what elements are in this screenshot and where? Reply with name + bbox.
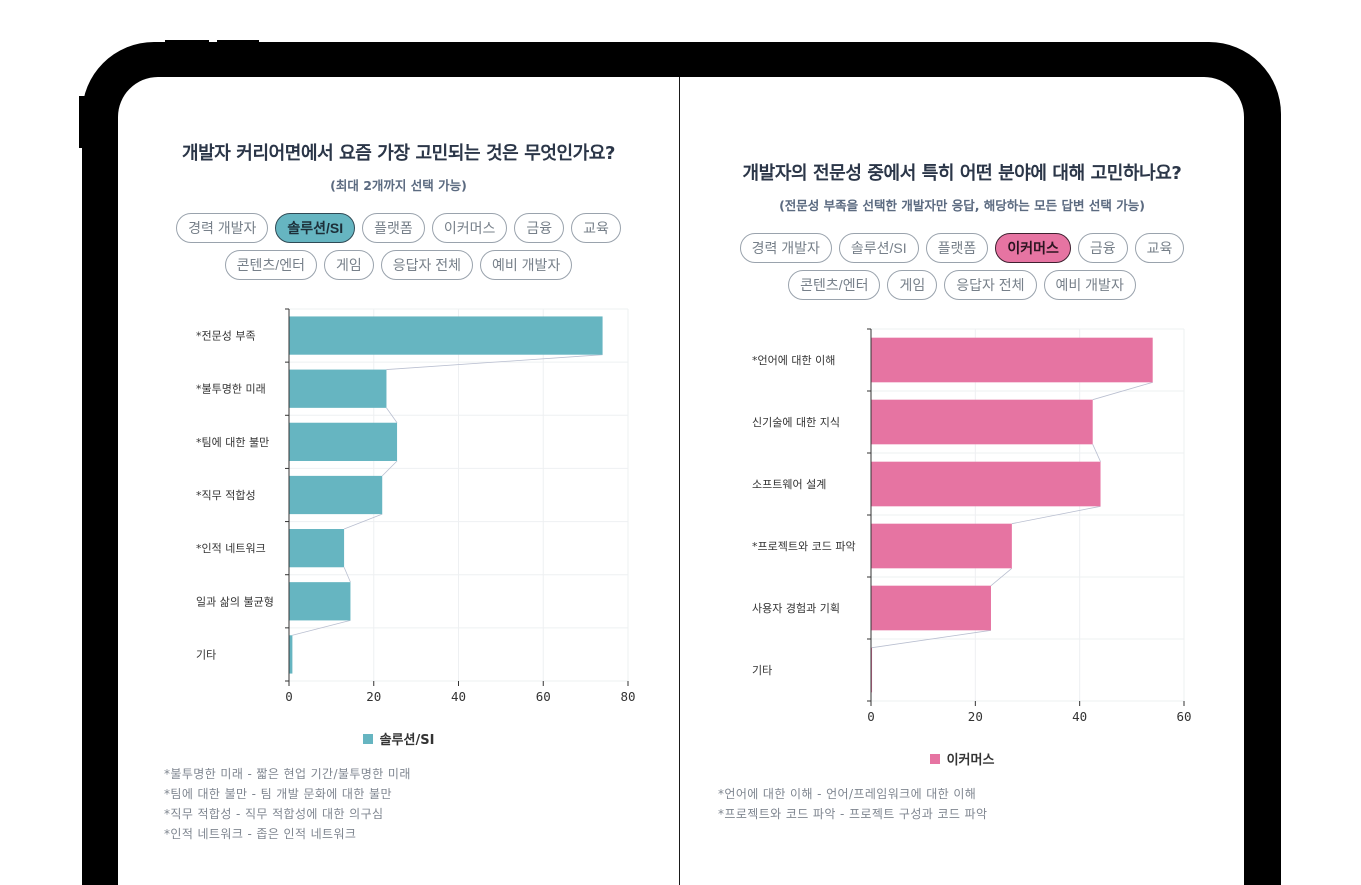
- filter-chip[interactable]: 응답자 전체: [380, 250, 474, 280]
- bar: [289, 422, 398, 461]
- legend-label: 솔루션/SI: [379, 733, 435, 748]
- filter-chip[interactable]: 예비 개발자: [1043, 270, 1136, 300]
- filter-chip[interactable]: 교육: [571, 213, 621, 243]
- y-tick-label: *직무 적합성: [196, 489, 256, 502]
- x-tick-label: 20: [968, 709, 983, 724]
- bar-connector: [343, 513, 383, 530]
- left-chart-subtitle: (최대 2개까지 선택 가능): [330, 178, 467, 193]
- y-tick-label: *팀에 대한 불만: [196, 436, 269, 449]
- filter-chip[interactable]: 응답자 전체: [944, 270, 1037, 300]
- filter-chip[interactable]: 경력 개발자: [739, 233, 832, 263]
- left-footnotes: *불투명한 미래 - 짧은 현업 기간/불투명한 미래 *팀에 대한 불만 - 팀…: [164, 764, 411, 844]
- legend-swatch: [362, 733, 373, 744]
- left-chart-title: 개발자 커리어면에서 요즘 가장 고민되는 것은 무엇인가요?: [181, 143, 616, 164]
- bar: [289, 529, 345, 568]
- bar: [871, 399, 1093, 445]
- bar: [871, 461, 1101, 507]
- filter-chip[interactable]: 경력 개발자: [176, 213, 269, 243]
- right-chart-title: 개발자의 전문성 중에서 특히 어떤 분야에 대해 고민하나요?: [742, 163, 1182, 184]
- filter-chip[interactable]: 게임: [323, 250, 374, 280]
- filter-chip[interactable]: 이커머스: [995, 233, 1071, 263]
- filter-chip[interactable]: 게임: [887, 270, 938, 300]
- footnote: *직무 적합성 - 직무 적합성에 대한 의구심: [164, 807, 384, 821]
- expertise-concern-panel: 개발자의 전문성 중에서 특히 어떤 분야에 대해 고민하나요? (전문성 부족…: [680, 77, 1244, 885]
- bar: [871, 585, 991, 631]
- footnote: *인적 네트워크 - 좁은 인적 네트워크: [164, 827, 357, 841]
- x-tick-label: 0: [867, 709, 875, 724]
- bar-connector: [990, 568, 1013, 586]
- x-tick-label: 40: [451, 689, 466, 704]
- device-screen: 개발자 커리어면에서 요즘 가장 고민되는 것은 무엇인가요? (최대 2개까지…: [118, 77, 1244, 885]
- filter-chip[interactable]: 플랫폼: [925, 233, 989, 263]
- bar: [289, 582, 351, 621]
- bar-connector: [386, 354, 603, 370]
- left-legend[interactable]: 솔루션/SI: [118, 729, 679, 748]
- bar-connector: [1092, 444, 1101, 462]
- bar-connector: [1092, 381, 1153, 401]
- filter-chip[interactable]: 콘텐츠/엔터: [788, 270, 881, 300]
- bar-connector: [292, 620, 351, 636]
- y-tick-label: *불투명한 미래: [196, 383, 266, 396]
- right-chart-subtitle: (전문성 부족을 선택한 개발자만 응답, 해당하는 모든 답변 선택 가능): [779, 198, 1145, 213]
- filter-chip[interactable]: 콘텐츠/엔터: [224, 250, 317, 280]
- y-tick-label: 소프트웨어 설계: [752, 478, 826, 491]
- y-tick-label: 기타: [196, 648, 216, 661]
- y-tick-label: 기타: [752, 664, 772, 677]
- bar: [289, 635, 293, 674]
- panel-divider: [679, 77, 680, 885]
- legend-label: 이커머스: [946, 753, 995, 768]
- bar: [871, 337, 1153, 383]
- y-tick-label: *전문성 부족: [196, 330, 256, 343]
- bar-connector: [871, 629, 992, 649]
- bar: [289, 475, 383, 515]
- right-footnotes: *언어에 대한 이해 - 언어/프레임워크에 대한 이해 *프로젝트와 코드 파악…: [718, 784, 987, 824]
- bar: [289, 369, 387, 408]
- y-tick-label: 신기술에 대한 지식: [752, 416, 840, 429]
- filter-chip[interactable]: 솔루션/SI: [275, 213, 356, 243]
- filter-chip[interactable]: 이커머스: [431, 213, 508, 243]
- left-bar-chart: *전문성 부족 *불투명한 미래 *팀에 대한 불만 *직무 적합성 *인적 네트워크일…: [196, 308, 636, 704]
- right-legend[interactable]: 이커머스: [680, 749, 1244, 768]
- footnote: *팀에 대한 불만 - 팀 개발 문화에 대한 불만: [164, 787, 392, 801]
- y-tick-label: *인적 네트워크: [196, 542, 266, 555]
- bar-connector: [1011, 505, 1101, 525]
- x-tick-label: 20: [366, 689, 381, 704]
- bar: [289, 316, 603, 355]
- filter-chip[interactable]: 예비 개발자: [480, 250, 573, 280]
- career-concern-panel: 개발자 커리어면에서 요즘 가장 고민되는 것은 무엇인가요? (최대 2개까지…: [118, 77, 679, 885]
- legend-swatch: [929, 753, 940, 764]
- filter-chip[interactable]: 금융: [1077, 233, 1128, 263]
- footnote: *불투명한 미래 - 짧은 현업 기간/불투명한 미래: [164, 767, 411, 781]
- footnote: *프로젝트와 코드 파악 - 프로젝트 구성과 코드 파악: [718, 807, 988, 821]
- x-tick-label: 60: [536, 689, 551, 704]
- x-tick-label: 60: [1176, 709, 1191, 724]
- bar: [871, 647, 873, 693]
- footnote: *언어에 대한 이해 - 언어/프레임워크에 대한 이해: [718, 787, 977, 801]
- y-tick-label: *프로젝트와 코드 파악: [752, 540, 856, 553]
- x-tick-label: 80: [620, 689, 635, 704]
- filter-chip[interactable]: 솔루션/SI: [838, 233, 919, 263]
- bar-connector: [343, 567, 351, 583]
- x-tick-label: 0: [285, 689, 293, 704]
- y-tick-label: 일과 삶의 불균형: [196, 594, 274, 608]
- filter-chip[interactable]: 플랫폼: [362, 213, 425, 243]
- bar-connector: [386, 407, 398, 423]
- y-tick-label: *언어에 대한 이해: [752, 353, 835, 367]
- bar-connector: [381, 460, 398, 477]
- filter-chip[interactable]: 교육: [1134, 233, 1185, 263]
- bar: [871, 523, 1012, 569]
- y-tick-label: 사용자 경험과 기획: [752, 602, 840, 615]
- x-tick-label: 40: [1072, 709, 1087, 724]
- filter-chip[interactable]: 금융: [514, 213, 565, 243]
